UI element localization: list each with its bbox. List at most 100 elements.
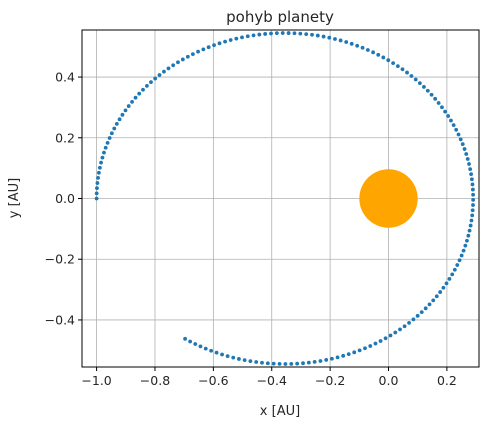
y-tick-label: −0.2 — [45, 252, 75, 267]
orbit-point — [289, 361, 294, 366]
orbit-point — [162, 69, 166, 74]
orbit-point — [470, 187, 475, 192]
orbit-point — [423, 306, 428, 311]
orbit-point — [463, 243, 468, 248]
orbit-point — [355, 43, 360, 48]
orbit-point — [107, 136, 112, 140]
orbit-point — [176, 60, 180, 65]
orbit-point — [95, 186, 99, 191]
orbit-point — [306, 360, 311, 365]
orbit-point — [344, 40, 349, 44]
orbit-point — [97, 165, 102, 170]
orbit-point — [292, 31, 297, 36]
orbit-point — [265, 361, 270, 366]
orbit-point — [105, 140, 110, 145]
orbit-point — [341, 353, 346, 358]
orbit-point — [240, 35, 244, 40]
orbit-point — [376, 52, 381, 57]
orbit-point — [425, 88, 430, 93]
orbit-point — [126, 104, 131, 108]
orbit-point — [315, 33, 320, 38]
orbit-point — [103, 145, 108, 150]
y-tick-label: 0.0 — [55, 191, 75, 206]
orbit-point — [400, 67, 405, 72]
orbit-point — [398, 327, 402, 332]
orbit-point — [237, 357, 241, 361]
orbit-point — [409, 74, 414, 78]
orbit-point — [455, 263, 460, 267]
x-tick-label: −1.0 — [81, 373, 111, 388]
orbit-point — [206, 45, 211, 50]
orbit-point — [280, 31, 285, 35]
orbit-point — [180, 57, 185, 62]
orbit-point — [402, 324, 407, 329]
orbit-point — [383, 336, 388, 341]
orbit-point — [468, 223, 473, 228]
orbit-point — [452, 267, 457, 272]
orbit-point — [117, 117, 122, 122]
orbit-point — [112, 126, 117, 131]
orbit-point — [209, 348, 214, 353]
orbit-point — [349, 41, 354, 46]
y-tick-label: 0.2 — [55, 130, 75, 145]
orbit-point — [327, 35, 332, 40]
orbit-point — [166, 66, 171, 71]
orbit-point — [415, 313, 420, 318]
orbit-point — [260, 360, 264, 365]
orbit-point — [231, 355, 236, 360]
orbit-point — [462, 147, 467, 151]
orbit-point — [153, 76, 158, 81]
orbit-point — [185, 54, 190, 59]
orbit-point — [193, 342, 198, 346]
orbit-point — [454, 127, 459, 132]
orbit-point — [120, 112, 125, 117]
orbit-point — [471, 192, 476, 197]
x-tick-label: −0.6 — [198, 373, 228, 388]
orbit-point — [388, 333, 393, 338]
orbit-point — [220, 352, 224, 357]
orbit-point — [443, 109, 448, 114]
x-tick-label: −0.4 — [257, 373, 287, 388]
orbit-point — [245, 34, 250, 39]
orbit-point — [274, 31, 279, 36]
orbit-point — [447, 277, 452, 281]
y-axis-label: y [AU] — [7, 178, 22, 218]
orbit-point — [137, 91, 142, 96]
orbit-point — [318, 359, 323, 363]
x-tick-label: −0.2 — [315, 373, 345, 388]
orbit-points — [94, 31, 476, 366]
orbit-point — [446, 114, 451, 118]
orbit-point — [459, 253, 464, 258]
orbit-point — [228, 38, 233, 42]
orbit-point — [471, 203, 475, 207]
orbit-point — [109, 131, 114, 136]
orbit-point — [393, 330, 398, 335]
orbit-point — [94, 196, 99, 201]
orbit-point — [466, 233, 471, 238]
orbit-point — [283, 362, 288, 366]
orbit-point — [465, 238, 469, 243]
orbit-point — [254, 360, 259, 364]
orbit-point — [427, 302, 432, 307]
orbit-point — [271, 361, 276, 366]
x-tick-label: 0.2 — [437, 373, 457, 388]
orbit-point — [251, 33, 256, 38]
orbit-point — [257, 32, 262, 37]
orbit-point — [373, 341, 378, 346]
orbit-point — [378, 339, 383, 343]
orbit-point — [95, 181, 100, 185]
orbit-point — [456, 132, 461, 137]
orbit-point — [263, 32, 268, 36]
orbit-point — [312, 359, 317, 364]
orbit-point — [183, 336, 188, 341]
orbit-point — [458, 137, 463, 142]
orbit-point — [360, 45, 365, 50]
orbit-point — [451, 123, 456, 128]
orbit-point — [444, 281, 449, 286]
orbit-point — [441, 285, 446, 290]
orbit-point — [413, 77, 418, 82]
x-axis-label: x [AU] — [260, 404, 300, 419]
orbit-point — [171, 63, 176, 68]
orbit-point — [381, 55, 386, 60]
